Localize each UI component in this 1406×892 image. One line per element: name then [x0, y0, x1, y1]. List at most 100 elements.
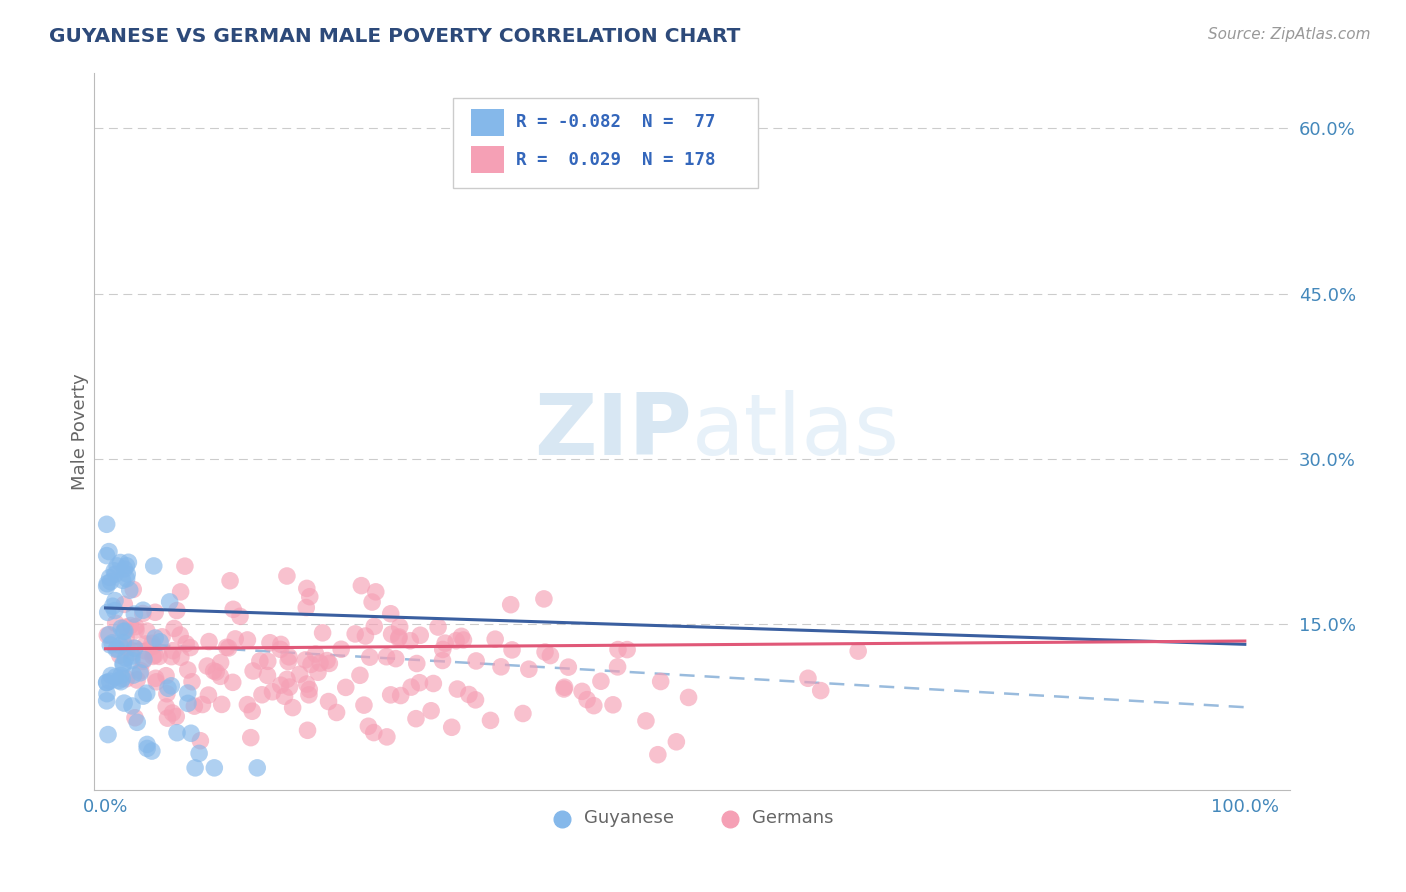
Point [479, 714, 502, 728]
Point [121, 645, 143, 659]
Point [115, 640, 138, 655]
Point [135, 686, 157, 700]
Point [270, 637, 292, 651]
Point [576, 692, 599, 706]
Point [166, 603, 188, 617]
Point [453, 633, 475, 648]
Point [616, 642, 638, 657]
Point [184, 761, 207, 775]
Point [188, 747, 211, 761]
Point [132, 603, 155, 617]
Point [278, 649, 301, 664]
Point [464, 693, 486, 707]
Point [121, 648, 143, 663]
Point [288, 667, 311, 681]
Point [105, 642, 128, 657]
Point [222, 602, 245, 616]
Point [160, 649, 183, 664]
Point [330, 642, 353, 657]
Point [122, 668, 145, 682]
Point [198, 634, 221, 648]
Point [250, 688, 273, 702]
Text: Source: ZipAtlas.com: Source: ZipAtlas.com [1208, 27, 1371, 42]
Point [115, 572, 138, 586]
Point [180, 726, 202, 740]
Point [112, 624, 135, 639]
Point [142, 558, 165, 573]
Point [420, 704, 443, 718]
Point [557, 660, 579, 674]
Point [281, 700, 304, 714]
Point [634, 714, 657, 728]
Point [409, 628, 432, 642]
Point [357, 719, 380, 733]
Point [295, 677, 318, 691]
Point [239, 731, 262, 745]
Point [155, 700, 177, 714]
Point [246, 761, 269, 775]
Point [110, 668, 132, 682]
Point [242, 664, 264, 678]
Point [354, 629, 377, 643]
Point [98, 638, 121, 652]
Point [112, 635, 135, 649]
Point [114, 624, 136, 639]
Point [141, 636, 163, 650]
Point [166, 725, 188, 739]
Point [432, 653, 454, 667]
Point [350, 579, 373, 593]
Point [295, 600, 318, 615]
Point [229, 609, 252, 624]
Point [111, 574, 134, 588]
Point [202, 761, 225, 775]
Point [104, 567, 127, 582]
Point [380, 607, 402, 621]
Point [125, 623, 148, 637]
Point [381, 627, 404, 641]
Text: R =  0.029  N = 178: R = 0.029 N = 178 [516, 151, 716, 169]
Point [114, 620, 136, 634]
Point [316, 654, 339, 668]
Point [311, 625, 333, 640]
Point [846, 644, 869, 658]
Point [132, 607, 155, 621]
Point [375, 649, 398, 664]
Point [256, 668, 278, 682]
Point [127, 673, 149, 687]
Point [589, 674, 612, 689]
Point [240, 704, 263, 718]
Point [249, 654, 271, 668]
Point [294, 653, 316, 667]
Point [97, 544, 120, 558]
Point [446, 681, 468, 696]
Point [162, 706, 184, 720]
Point [124, 607, 146, 621]
Point [665, 735, 688, 749]
FancyBboxPatch shape [453, 98, 758, 187]
Point [104, 593, 127, 607]
Point [318, 657, 340, 671]
Point [270, 678, 292, 692]
Text: R = -0.082  N =  77: R = -0.082 N = 77 [516, 113, 716, 131]
Point [571, 684, 593, 698]
Point [606, 660, 628, 674]
Point [276, 569, 298, 583]
Point [156, 711, 179, 725]
Point [218, 640, 240, 655]
Point [120, 618, 142, 632]
Point [101, 636, 124, 650]
Point [533, 591, 555, 606]
FancyBboxPatch shape [471, 146, 505, 173]
Point [165, 709, 187, 723]
Point [363, 619, 385, 633]
Point [538, 648, 561, 663]
Point [318, 694, 340, 708]
Point [124, 711, 146, 725]
Point [163, 622, 186, 636]
Point [450, 629, 472, 643]
Point [112, 658, 135, 673]
Point [104, 603, 127, 617]
Point [177, 686, 200, 700]
Point [222, 675, 245, 690]
Point [142, 640, 165, 654]
